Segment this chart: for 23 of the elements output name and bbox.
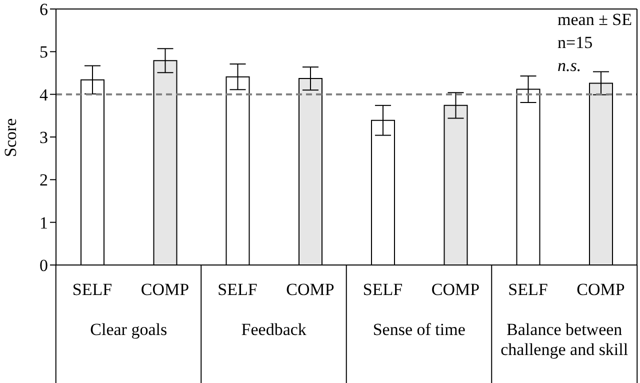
y-tick-label: 5 [40, 42, 48, 62]
y-tick-label: 2 [40, 170, 48, 190]
annotation: mean ± SE [558, 9, 632, 31]
x-tick-label: Balance between challenge and skill [500, 320, 628, 359]
y-tick-label: 3 [40, 128, 48, 148]
annotation: n.s. [558, 55, 582, 77]
y-tick-label: 4 [40, 85, 48, 104]
x-tick-label: Feedback [241, 320, 307, 339]
y-tick-label: 1 [40, 213, 48, 232]
y-tick-label: 6 [40, 0, 48, 20]
text: COMP [286, 280, 334, 299]
y-axis-title: Score [1, 118, 20, 157]
x-tick-label: Clear goals [90, 320, 168, 339]
series-label: SELF [72, 280, 112, 299]
series-label: COMP [140, 280, 190, 299]
x-tick-label: Sense of time [372, 320, 466, 339]
text: SELF [218, 280, 258, 299]
text: COMP [431, 280, 480, 299]
text: COMP [576, 280, 625, 299]
y-tick-label: 0 [40, 256, 48, 276]
text: SELF [508, 280, 548, 299]
text: SELF [362, 280, 403, 299]
annotation: n=15 [558, 32, 594, 54]
